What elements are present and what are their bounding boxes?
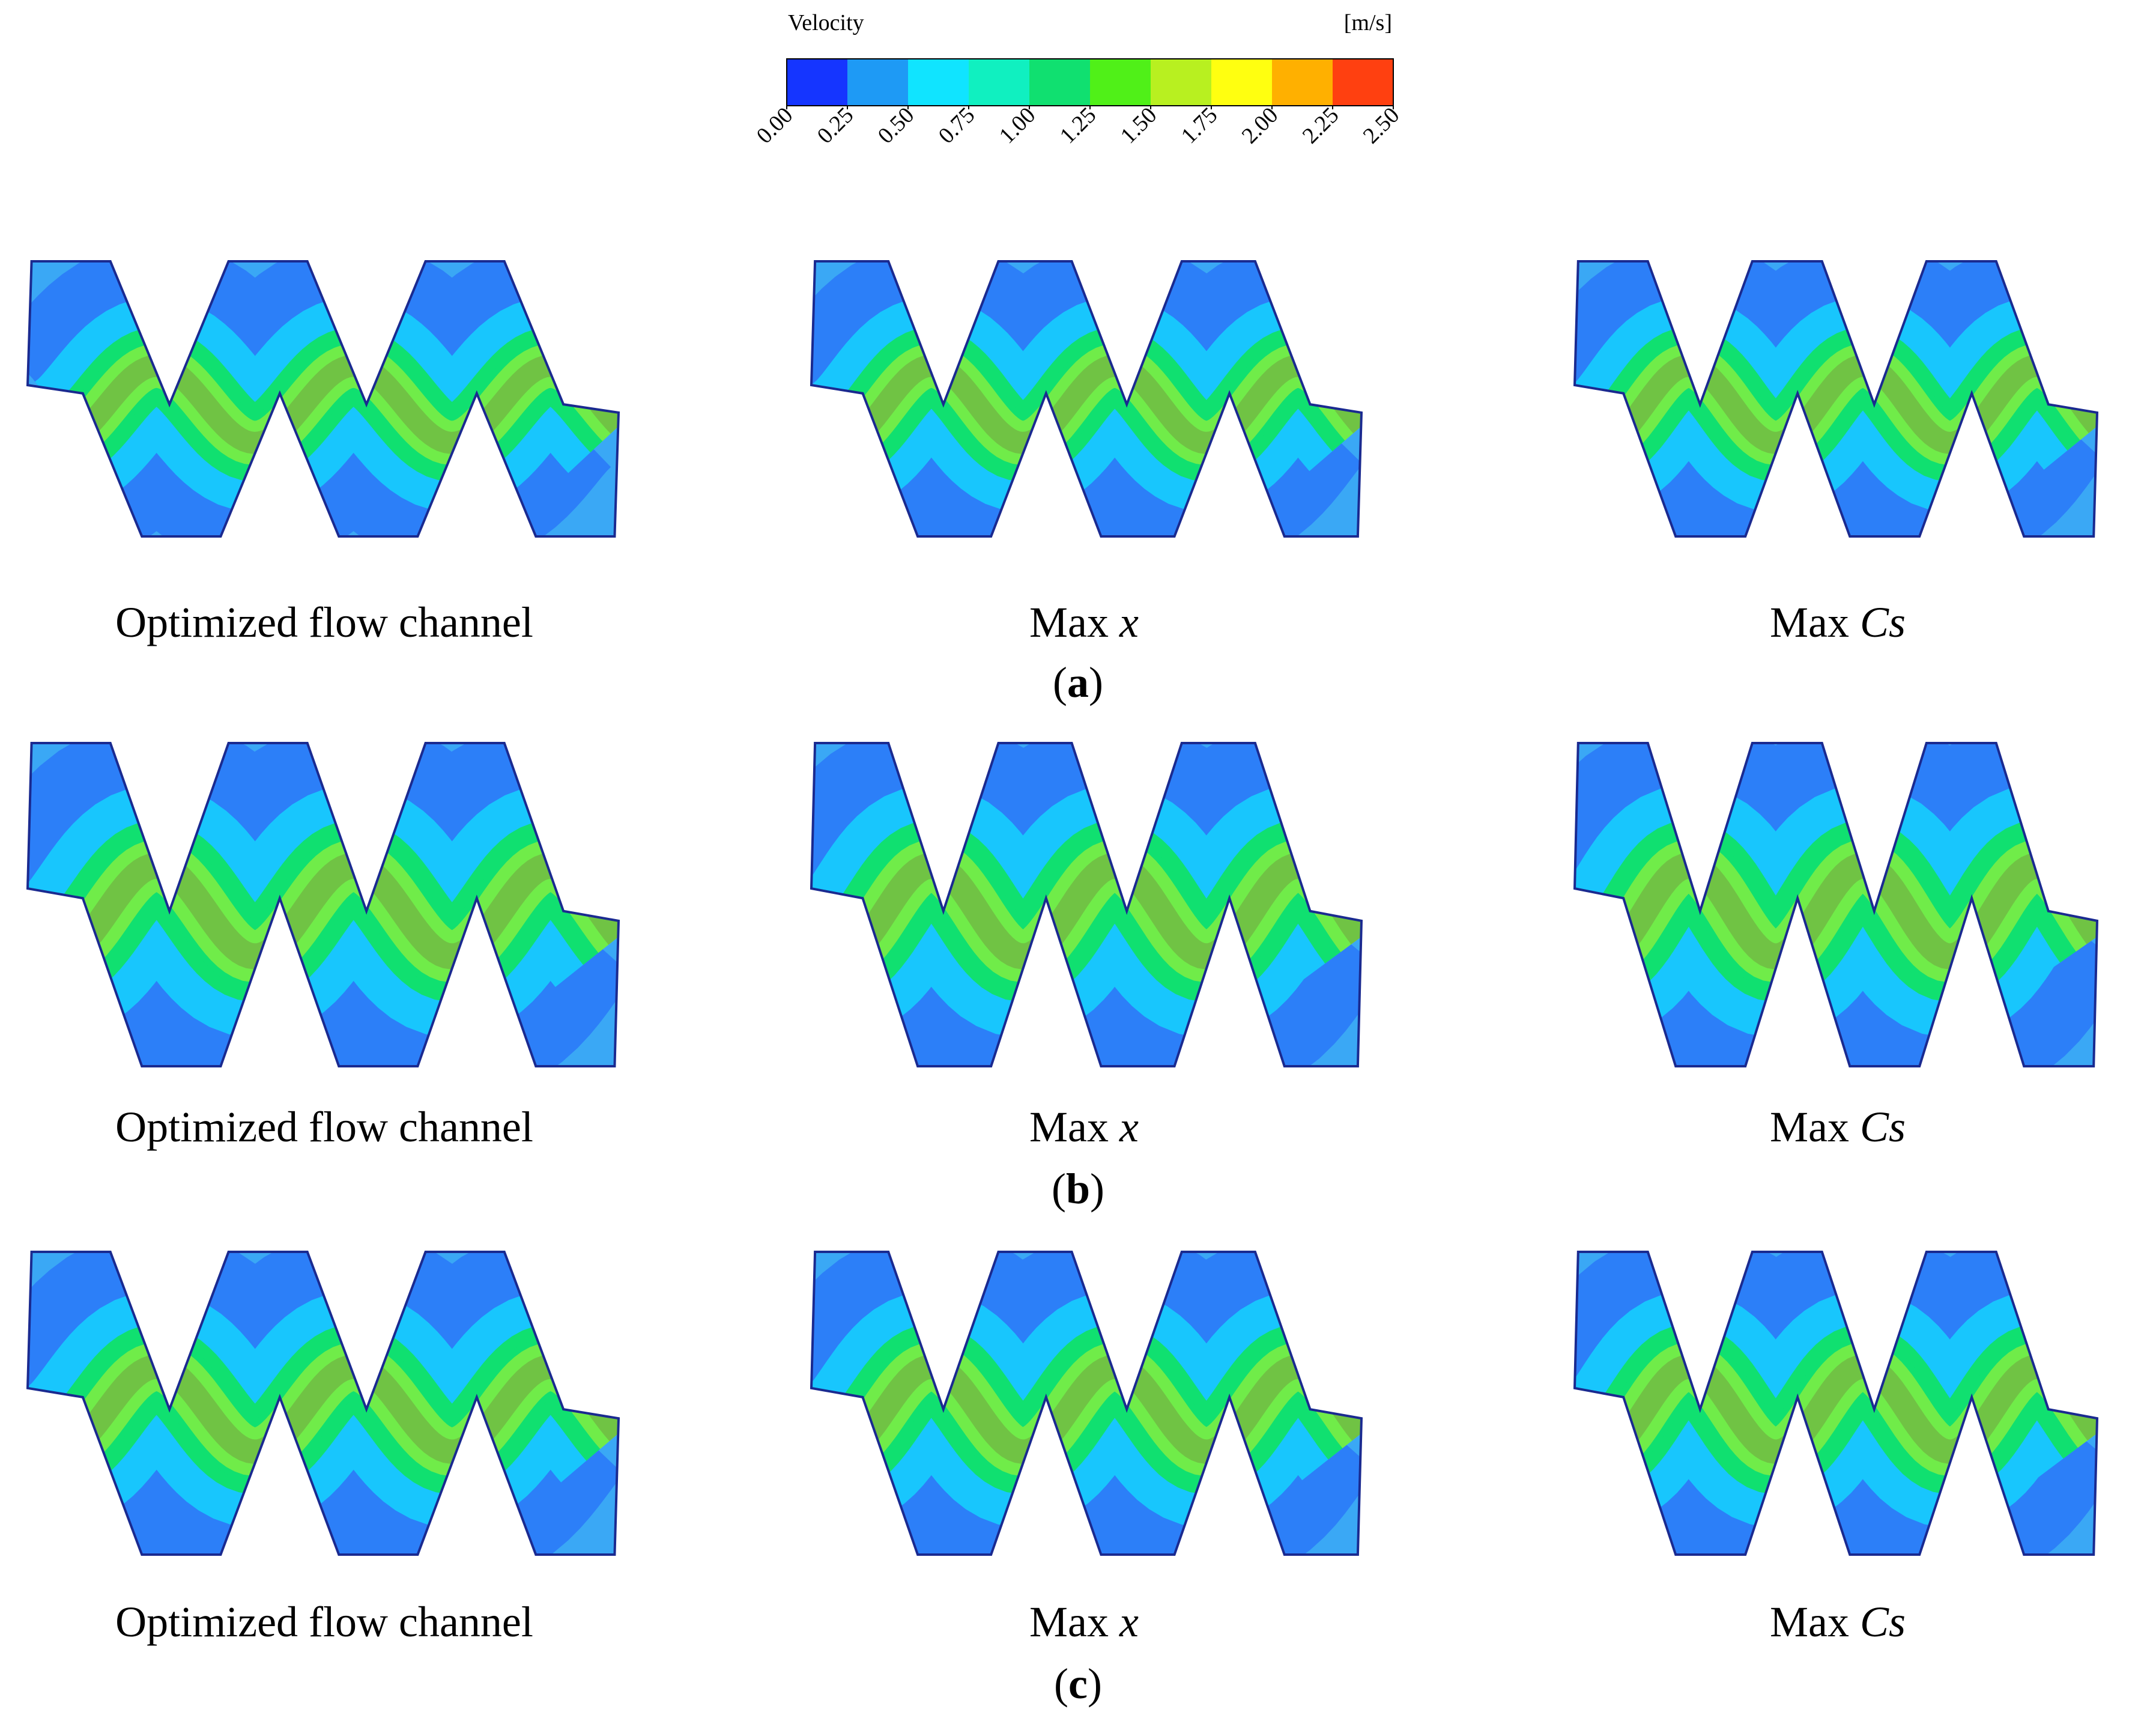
channel-edge	[810, 260, 1363, 538]
panel-label-part: x	[1119, 1598, 1139, 1646]
core-band	[28, 833, 619, 989]
panel-label-part: Cs	[1860, 1598, 1906, 1646]
channel-edge	[1573, 1251, 2099, 1556]
panel-label: Max x	[1029, 1103, 1139, 1151]
core-band	[1575, 338, 2097, 471]
colorbar-segment	[1272, 59, 1333, 106]
channel-edge	[26, 260, 620, 538]
core-band	[28, 338, 619, 471]
channel-edge	[26, 742, 620, 1067]
colorbar-segment	[969, 59, 1029, 106]
panel-label: Max Cs	[1770, 1598, 1906, 1646]
row-caption-part: (	[1053, 658, 1067, 706]
row-caption-part: a	[1067, 658, 1089, 706]
row-caption-part: c	[1068, 1660, 1088, 1708]
colorbar-title: Velocity	[788, 10, 864, 35]
panel-label: Max x	[1029, 1598, 1139, 1646]
flow-panel	[811, 1252, 1361, 1555]
panel-label-part: Max	[1770, 598, 1860, 646]
colorbar-segment	[847, 59, 908, 106]
flow-panel	[1575, 743, 2097, 1066]
core-band	[1575, 833, 2097, 989]
core-band	[28, 1336, 619, 1483]
colorbar-tick-label: 1.75	[1176, 103, 1223, 149]
colorbar-segment	[1151, 59, 1211, 106]
colorbar-segment	[1211, 59, 1272, 106]
channel-edge	[26, 1251, 620, 1556]
flow-panel	[811, 261, 1361, 536]
colorbar-tick-label: 0.75	[934, 103, 980, 149]
core-band	[1575, 1336, 2097, 1483]
colorbar-unit: [m/s]	[1344, 10, 1392, 35]
colorbar-tick-label: 0.25	[813, 103, 859, 149]
row-caption-part: (	[1052, 1165, 1066, 1213]
panel-label: Optimized flow channel	[115, 1598, 533, 1646]
row-caption: (b)	[1052, 1165, 1104, 1213]
panel-label-part: Max	[1029, 598, 1119, 646]
panel-label-part: Cs	[1860, 1103, 1906, 1151]
colorbar-tick-label: 1.00	[995, 103, 1041, 149]
colorbar-tick-label: 1.50	[1116, 103, 1162, 149]
row-caption-part: )	[1090, 1165, 1104, 1213]
panel-label: Max Cs	[1770, 598, 1906, 646]
panel-label-part: Max	[1029, 1103, 1119, 1151]
panel-label-part: Max	[1029, 1598, 1119, 1646]
colorbar-tick-label: 2.00	[1237, 103, 1283, 149]
row-caption-part: )	[1088, 1660, 1102, 1708]
colorbar-segment	[1333, 59, 1393, 106]
flow-panel	[28, 261, 619, 536]
core-band	[811, 1336, 1361, 1483]
colorbar-tick-label: 0.50	[873, 103, 919, 149]
flow-panel	[1575, 1252, 2097, 1555]
core-band	[811, 338, 1361, 471]
panel-label-part: Cs	[1860, 598, 1906, 646]
panel-label: Optimized flow channel	[115, 598, 533, 646]
panel-label: Optimized flow channel	[115, 1103, 533, 1151]
row-caption: (a)	[1053, 658, 1103, 706]
row-caption-part: b	[1066, 1165, 1090, 1213]
channel-edge	[1573, 742, 2099, 1067]
panel-label: Max x	[1029, 598, 1139, 646]
channel-edge	[810, 742, 1363, 1067]
panel-label-part: Max	[1770, 1598, 1860, 1646]
core-band	[811, 833, 1361, 989]
flow-panel	[1575, 261, 2097, 536]
colorbar-segment	[787, 59, 847, 106]
channel-edge	[810, 1251, 1363, 1556]
panel-label-part: Optimized flow channel	[115, 1598, 533, 1646]
panel-label-part: x	[1119, 598, 1139, 646]
colorbar-segment	[1029, 59, 1090, 106]
flow-panel	[28, 1252, 619, 1555]
row-caption-part: (	[1054, 1660, 1068, 1708]
colorbar-tick-label: 2.25	[1298, 103, 1344, 149]
panel-label: Max Cs	[1770, 1103, 1906, 1151]
flow-panel	[28, 743, 619, 1066]
panel-label-part: Max	[1770, 1103, 1860, 1151]
colorbar-tick-label: 1.25	[1055, 103, 1101, 149]
panel-label-part: Optimized flow channel	[115, 1103, 533, 1151]
panel-label-part: x	[1119, 1103, 1139, 1151]
colorbar-segment	[908, 59, 969, 106]
panel-label-part: Optimized flow channel	[115, 598, 533, 646]
colorbar-tick-label: 2.50	[1358, 103, 1405, 149]
channel-edge	[1573, 260, 2099, 538]
row-caption-part: )	[1089, 658, 1103, 706]
flow-panel	[811, 743, 1361, 1066]
colorbar-segment	[1090, 59, 1151, 106]
colorbar-tick-label: 0.00	[752, 103, 798, 149]
row-caption: (c)	[1054, 1660, 1102, 1708]
